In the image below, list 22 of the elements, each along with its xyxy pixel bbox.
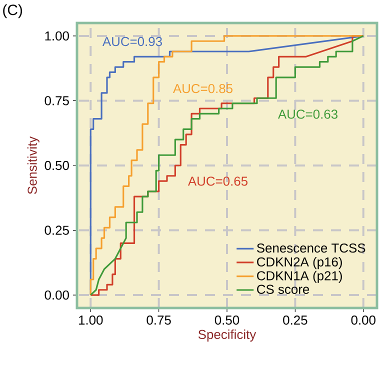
y-tick-label: 0.25 bbox=[44, 226, 69, 235]
legend-label: Senescence TCSS bbox=[256, 243, 366, 253]
chart-title: (C) bbox=[3, 4, 22, 18]
line-series bbox=[90, 35, 364, 296]
legend-label: CDKN2A (p16) bbox=[257, 256, 342, 270]
x-axis-title: Specificity bbox=[198, 330, 256, 342]
legend-label: CS score bbox=[257, 284, 310, 294]
y-tick-label: 0.50 bbox=[44, 160, 69, 170]
x-tick-label: 0.00 bbox=[351, 316, 376, 325]
y-axis-title: Sensitivity bbox=[27, 136, 40, 194]
x-tick-label: 1.00 bbox=[79, 316, 103, 325]
y-tick-label: 0.75 bbox=[44, 96, 69, 106]
y-tick-label: 1.00 bbox=[45, 31, 69, 41]
legend-label: CDKN1A (p21) bbox=[257, 270, 342, 283]
annotation: AUC=0.63 bbox=[278, 110, 338, 119]
annotation: AUC=0.93 bbox=[102, 36, 162, 46]
x-tick-label: 0.75 bbox=[146, 316, 171, 325]
annotation: AUC=0.85 bbox=[172, 84, 232, 94]
x-tick-label: 0.25 bbox=[283, 316, 308, 325]
y-tick-label: 0.00 bbox=[44, 290, 69, 300]
x-tick-label: 0.50 bbox=[214, 316, 240, 325]
annotation: AUC=0.65 bbox=[188, 176, 248, 186]
